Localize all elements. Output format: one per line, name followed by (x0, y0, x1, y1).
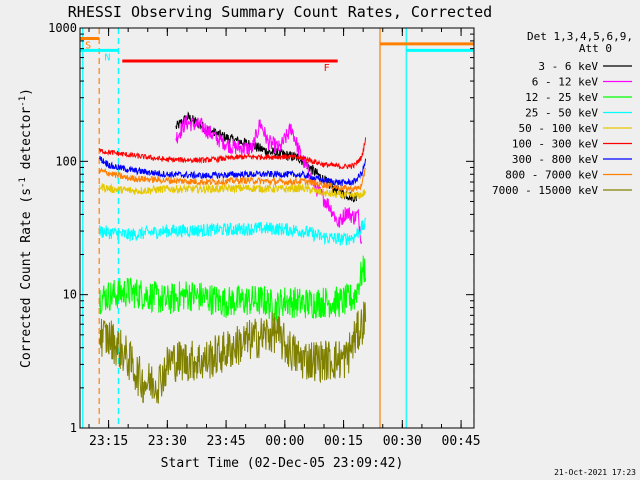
y-tick-label: 1 (70, 421, 77, 435)
legend-entry-label: 50 - 100 keV (519, 122, 599, 135)
legend: Det 1,3,4,5,6,9,Att 0 3 - 6 keV 6 - 12 keV… (492, 30, 633, 197)
legend-header: Att 0 (579, 42, 612, 55)
x-tick-label: 23:30 (148, 434, 187, 449)
plot-frame (79, 27, 475, 429)
x-tick-label: 00:15 (324, 434, 363, 449)
series-line (99, 217, 367, 246)
footer-date: 21-Oct-2021 17:23 (554, 468, 636, 477)
series-line (99, 255, 367, 323)
series-line (99, 137, 367, 170)
legend-entry-label: 25 - 50 keV (525, 107, 598, 120)
y-label-part: Corrected Count Rate (s (19, 188, 34, 368)
y-axis-label: Corrected Count Rate (s-1 detector-1) (18, 88, 34, 368)
series-line (99, 301, 367, 404)
legend-entry-label: 12 - 25 keV (525, 91, 598, 104)
y-label-part: ) (19, 88, 34, 96)
y-label-superscript: -1 (18, 177, 28, 188)
axes: 1 10 100 1000 23:15 23:30 23:45 00:00 00:15 00:30… (48, 21, 481, 449)
legend-entry-label: 100 - 300 keV (512, 138, 598, 151)
x-tick-label: 23:45 (207, 434, 246, 449)
legend-entry-label: 800 - 7000 keV (505, 169, 598, 182)
plot-area: S N F (80, 28, 474, 428)
series-line (99, 167, 367, 193)
y-tick-label: 100 (55, 154, 77, 168)
series-line (175, 115, 363, 244)
interval-bar-label: S (85, 40, 91, 51)
x-tick-label: 00:30 (383, 434, 422, 449)
x-tick-label: 23:15 (89, 434, 128, 449)
plot-content (80, 28, 474, 428)
legend-header: Det 1,3,4,5,6,9, (527, 30, 633, 43)
legend-entry-label: 3 - 6 keV (538, 60, 598, 73)
chart-title: RHESSI Observing Summary Count Rates, Co… (68, 3, 492, 21)
y-label-part: detector (19, 107, 34, 178)
y-tick-label: 1000 (48, 21, 77, 35)
y-label-superscript: -1 (18, 96, 28, 107)
legend-entry-label: 7000 - 15000 keV (492, 184, 598, 197)
x-tick-label: 00:00 (265, 434, 304, 449)
legend-entry-label: 300 - 800 keV (512, 153, 598, 166)
series-line (99, 156, 367, 187)
x-tick-label: 00:45 (442, 434, 481, 449)
legend-entry-label: 6 - 12 keV (532, 76, 599, 89)
series-line (175, 111, 357, 203)
series-line (99, 183, 367, 200)
x-axis-label: Start Time (02-Dec-05 23:09:42) (161, 456, 404, 471)
y-tick-label: 10 (63, 288, 77, 302)
interval-bar-label: F (324, 63, 330, 74)
interval-bar-label: N (104, 52, 110, 63)
